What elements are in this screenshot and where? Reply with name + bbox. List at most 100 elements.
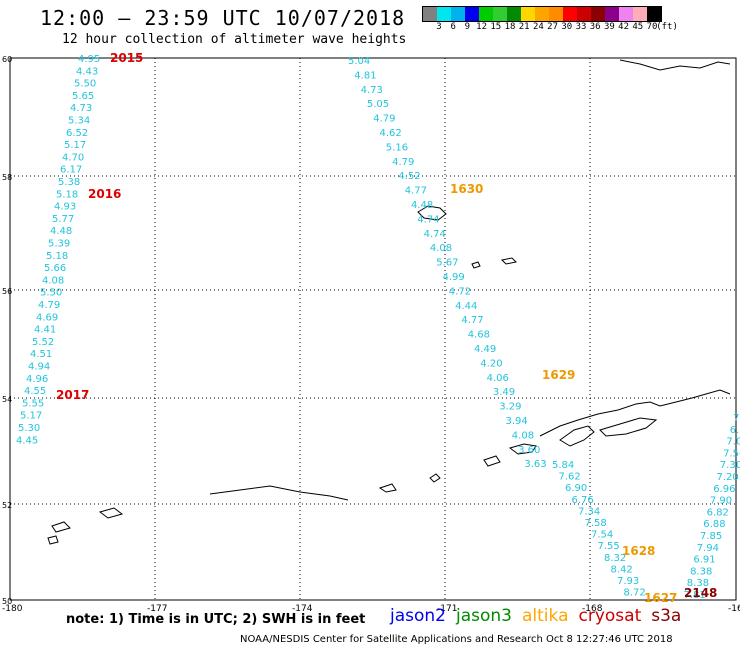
pass-label: 2016	[88, 187, 121, 201]
wave-height-value: 5.66	[44, 263, 66, 274]
color-swatch	[521, 7, 535, 21]
wave-height-value: 4.95	[78, 54, 100, 65]
coastline	[47, 59, 731, 545]
wave-height-value: 4.93	[54, 202, 76, 213]
pass-label: 1629	[542, 368, 575, 382]
mission-legend: jason2 jason3 altika cryosat s3a	[390, 606, 691, 626]
color-swatch	[647, 7, 661, 21]
wave-height-value: 3.94	[506, 416, 528, 427]
pass-label: 1630	[450, 182, 483, 196]
color-swatch	[577, 7, 591, 21]
wave-height-value: 4.70	[62, 152, 84, 163]
color-scale-label: 45	[632, 22, 644, 32]
color-scale-label: 27	[547, 22, 559, 32]
latitude-label: 50	[2, 597, 12, 606]
umnak-island	[508, 443, 537, 455]
wave-height-value: 4.08	[42, 275, 64, 286]
wave-height-value: 6.96	[713, 484, 735, 495]
wave-height-value: 5.34	[68, 116, 90, 127]
wave-height-value: 4.08	[430, 243, 452, 254]
wave-height-value: 7.85	[700, 531, 722, 542]
wave-height-value: 5.84	[552, 460, 574, 471]
unalaska-island	[483, 455, 501, 467]
wave-height-value: 4.44	[455, 301, 477, 312]
pass-labels: 2015 2016 2017 1630 1629 1628 1627 2148	[56, 51, 717, 605]
wave-height-value: 6.88	[703, 519, 725, 530]
color-scale-label: 36	[589, 22, 601, 32]
latitude-label: 58	[2, 173, 12, 182]
wave-height-value: 5.50	[74, 79, 96, 90]
alaska-peninsula	[539, 389, 731, 437]
wave-height-value: 4.96	[26, 374, 48, 385]
near-islands	[51, 521, 71, 533]
wave-height-value: 5.18	[46, 251, 68, 262]
latitude-label: 52	[2, 501, 12, 510]
altimeter-tracks: 4.954.435.505.654.735.346.525.174.706.17…	[16, 54, 740, 601]
wave-height-value: 7.58	[585, 518, 607, 529]
wave-height-value: 4.48	[50, 226, 72, 237]
color-swatch	[619, 7, 633, 21]
color-swatch	[563, 7, 577, 21]
wave-height-value: 3.49	[493, 387, 515, 398]
wave-height-value: 7.20	[717, 472, 739, 483]
pass-label: 2017	[56, 388, 89, 402]
map-frame	[9, 57, 737, 601]
color-swatch	[479, 7, 493, 21]
wave-height-value: 3.29	[499, 402, 521, 413]
wave-height-value: 6.1	[730, 425, 740, 436]
wave-height-value: 4.79	[392, 157, 414, 168]
wave-height-value: 4.49	[474, 344, 496, 355]
longitude-label: -171	[437, 604, 457, 614]
color-scale-bar	[422, 6, 662, 22]
unimak-island	[559, 425, 595, 447]
wave-height-value: 6.76	[572, 495, 594, 506]
color-swatch	[535, 7, 549, 21]
wave-height-value: 4.45	[16, 435, 38, 446]
wave-height-value: 6.17	[60, 165, 82, 176]
st-matthew-island	[417, 205, 447, 221]
color-scale-label: (ft)	[656, 22, 678, 32]
color-swatch	[451, 7, 465, 21]
footnote: note: 1) Time is in UTC; 2) SWH is in fe…	[66, 612, 366, 627]
wave-height-value: 3.63	[524, 459, 546, 470]
color-swatch	[549, 7, 563, 21]
color-scale-label: 70	[646, 22, 658, 32]
wave-height-value: 4.73	[361, 85, 383, 96]
page-subtitle: 12 hour collection of altimeter wave hei…	[62, 32, 407, 47]
wave-height-value: 4.74	[417, 214, 439, 225]
wave-height-value: 8.32	[604, 553, 626, 564]
wave-height-value: 8.38	[690, 566, 712, 577]
wave-height-value: 6.82	[707, 507, 729, 518]
wave-height-value: 4.69	[36, 312, 58, 323]
wave-height-value: 7.	[733, 413, 740, 424]
wave-height-value: 8.42	[611, 564, 633, 575]
wave-height-value: 4.77	[461, 315, 483, 326]
wave-height-value: 7.81	[684, 590, 706, 601]
wave-height-value: 5.52	[32, 337, 54, 348]
wave-height-value: 4.55	[24, 386, 46, 397]
andreanof-islands	[209, 485, 349, 501]
color-swatch	[465, 7, 479, 21]
longitude-label: -177	[147, 604, 167, 614]
wave-height-value: 5.39	[48, 239, 70, 250]
longitude-label: -174	[292, 604, 313, 614]
wave-height-value: 4.81	[354, 70, 376, 81]
wave-height-value: 4.20	[480, 358, 502, 369]
pribilof-island	[471, 261, 481, 269]
color-scale-label: 12	[476, 22, 488, 32]
wave-height-value: 5.04	[348, 56, 370, 67]
wave-height-value: 6.90	[565, 483, 587, 494]
pass-label: 2148	[684, 586, 717, 600]
longitude-label: -16	[728, 604, 740, 614]
color-scale-label: 24	[532, 22, 544, 32]
wave-height-value: 4.72	[449, 286, 471, 297]
st-paul-island	[500, 257, 518, 265]
wave-height-value: 7.55	[598, 541, 620, 552]
color-scale-label: 3	[436, 22, 442, 32]
wave-height-value: 8.72	[624, 588, 646, 599]
latitude-label: 56	[2, 287, 12, 296]
wave-height-value: 4.41	[34, 325, 56, 336]
wave-height-value: 4.43	[76, 66, 98, 77]
color-scale-label: 6	[450, 22, 456, 32]
graticule	[9, 57, 737, 601]
